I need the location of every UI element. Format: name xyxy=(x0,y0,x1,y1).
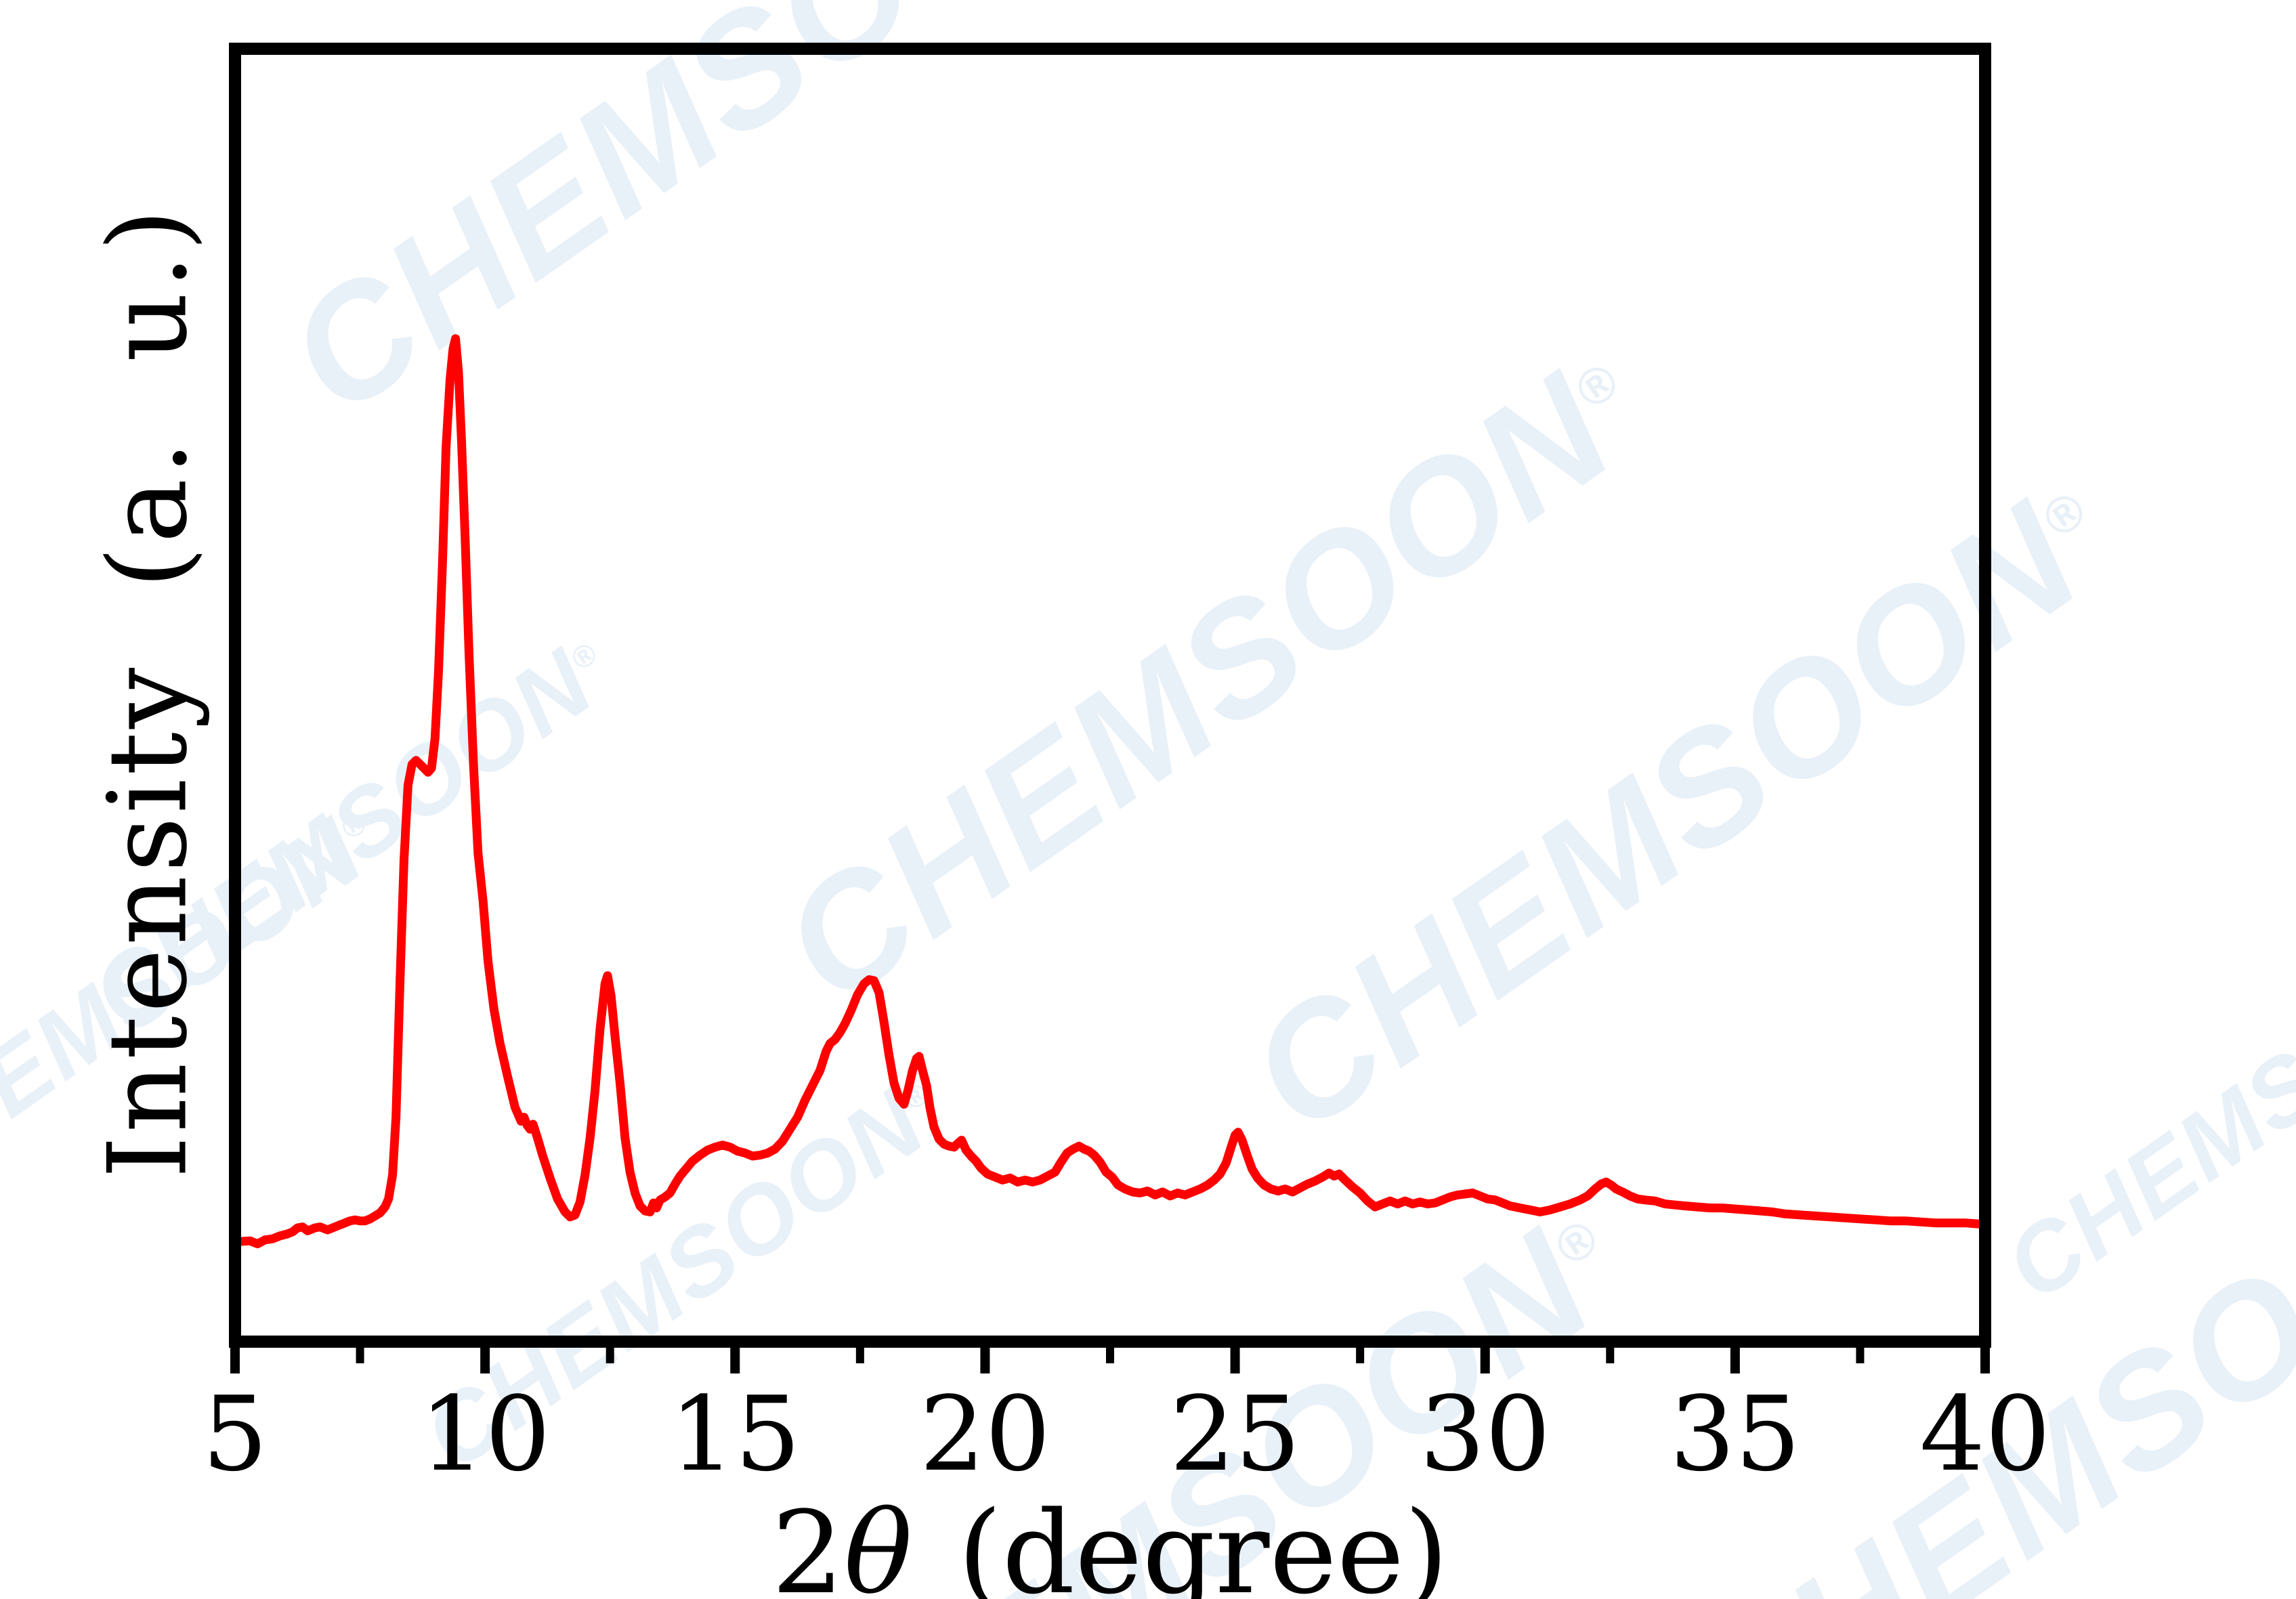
x-tick-label-5: 5 xyxy=(202,1374,268,1494)
x-tick-label-10: 10 xyxy=(419,1374,551,1494)
x-tick-label-40: 40 xyxy=(1919,1374,2051,1494)
x-axis-title-prefix: 2 xyxy=(771,1487,845,1599)
x-tick-label-15: 15 xyxy=(669,1374,801,1494)
x-axis-title-suffix: (degree) xyxy=(921,1487,1449,1599)
x-tick-label-20: 20 xyxy=(919,1374,1051,1494)
theta-symbol: θ xyxy=(844,1487,913,1599)
x-axis-title: 2θ (degree) xyxy=(771,1487,1449,1599)
x-tick-label-35: 35 xyxy=(1670,1374,1801,1494)
x-axis-ticks xyxy=(230,1348,1990,1373)
y-axis-title: Intensity (a. u.) xyxy=(84,205,211,1179)
xrd-curve xyxy=(230,334,1990,1249)
x-tick-label-30: 30 xyxy=(1419,1374,1551,1494)
plot-frame xyxy=(229,43,1991,1348)
x-tick-label-25: 25 xyxy=(1169,1374,1301,1494)
